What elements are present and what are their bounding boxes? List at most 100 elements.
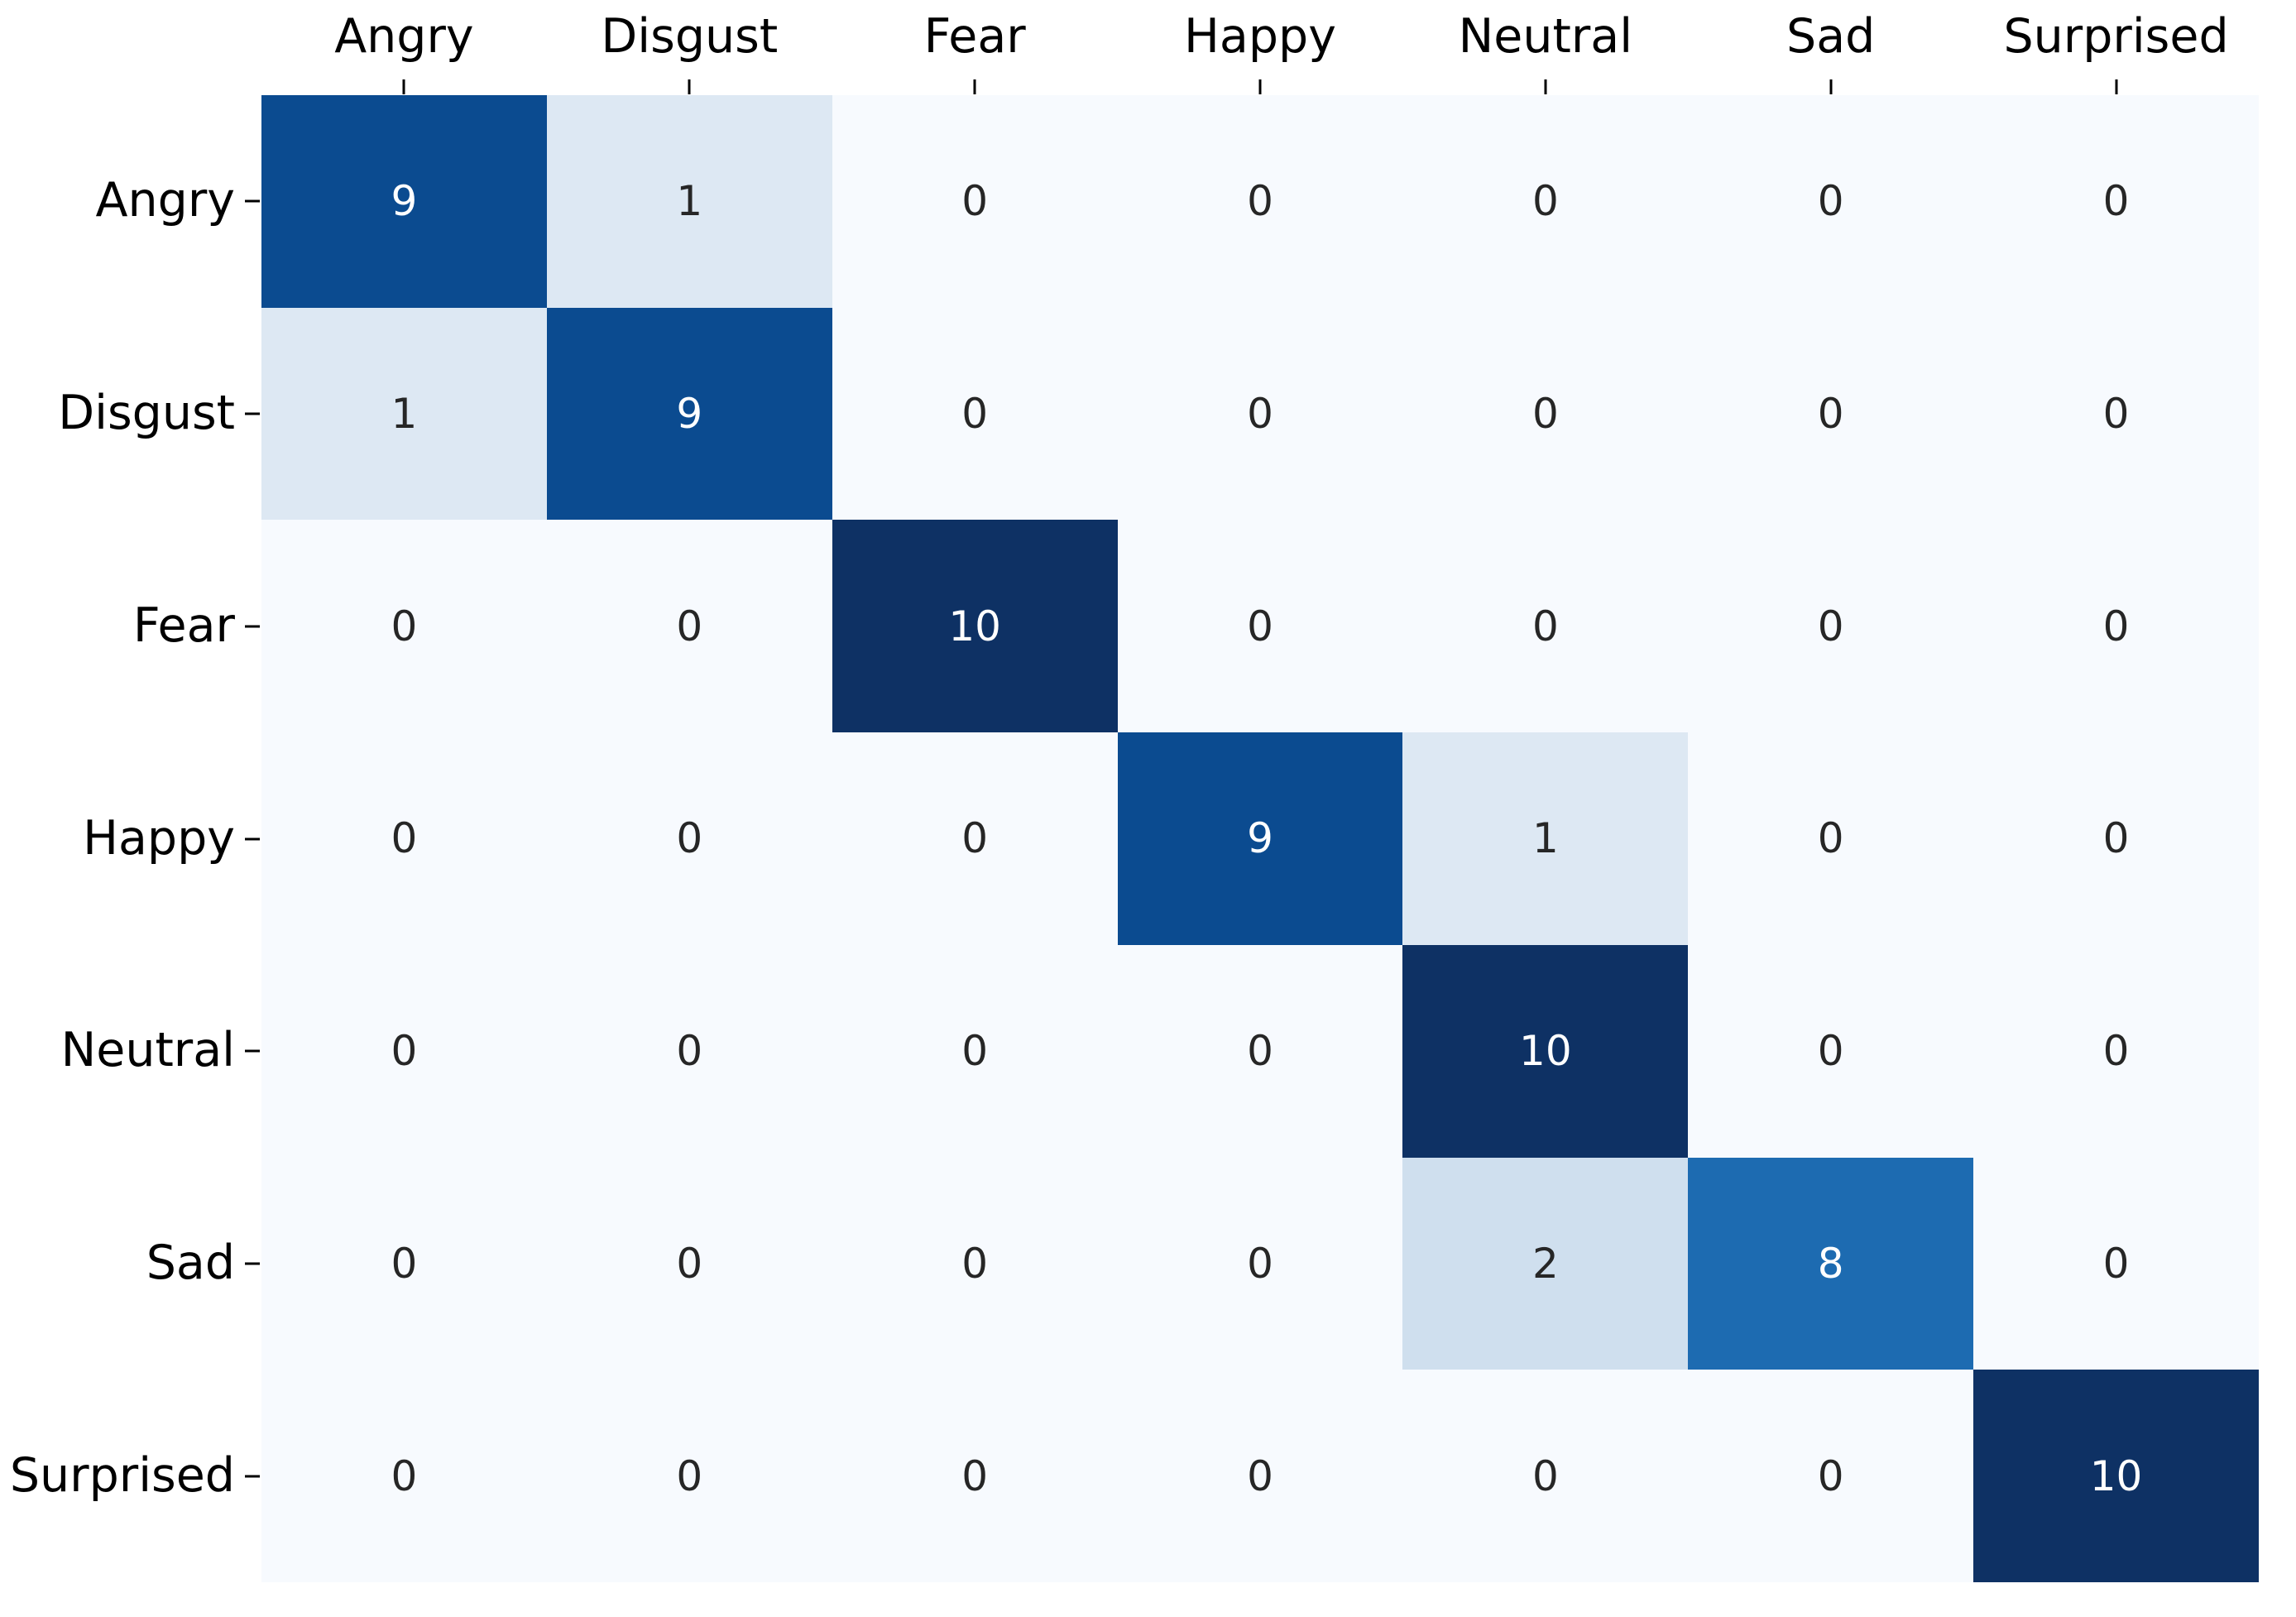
heatmap-cell-sad-angry: 0 bbox=[261, 1157, 547, 1370]
cell-value: 0 bbox=[1817, 602, 1844, 650]
x-tick-label-surprised: Surprised bbox=[2003, 9, 2229, 64]
y-tick-mark bbox=[245, 1262, 260, 1265]
y-tick-label-sad: Sad bbox=[146, 1236, 235, 1291]
cell-value: 0 bbox=[1817, 390, 1844, 439]
cell-value: 0 bbox=[676, 1451, 703, 1500]
heatmap-cell-fear-surprised: 0 bbox=[1973, 520, 2259, 733]
x-tick-label-neutral: Neutral bbox=[1458, 9, 1633, 64]
heatmap-cell-surprised-disgust: 0 bbox=[546, 1370, 832, 1582]
cell-value: 10 bbox=[2089, 1451, 2143, 1500]
heatmap-cell-neutral-surprised: 0 bbox=[1973, 944, 2259, 1158]
heatmap-cell-sad-happy: 0 bbox=[1117, 1157, 1403, 1370]
x-tick-mark bbox=[688, 79, 691, 94]
heatmap-cell-happy-angry: 0 bbox=[261, 732, 547, 945]
heatmap-cell-happy-disgust: 0 bbox=[546, 732, 832, 945]
heatmap-cell-surprised-fear: 0 bbox=[832, 1370, 1118, 1582]
heatmap-cell-fear-fear: 10 bbox=[832, 520, 1118, 733]
heatmap-cell-sad-disgust: 0 bbox=[546, 1157, 832, 1370]
y-tick-label-fear: Fear bbox=[132, 598, 235, 654]
x-tick-mark bbox=[1829, 79, 1833, 94]
cell-value: 0 bbox=[961, 814, 989, 863]
cell-value: 9 bbox=[676, 390, 703, 439]
cell-value: 8 bbox=[1817, 1239, 1844, 1288]
cell-value: 2 bbox=[1531, 1239, 1559, 1288]
heatmap-cell-surprised-angry: 0 bbox=[261, 1370, 547, 1582]
heatmap-cell-neutral-happy: 0 bbox=[1117, 944, 1403, 1158]
cell-value: 0 bbox=[1531, 390, 1559, 439]
y-tick-label-neutral: Neutral bbox=[60, 1023, 235, 1078]
heatmap-cell-disgust-fear: 0 bbox=[832, 307, 1118, 521]
cell-value: 0 bbox=[1247, 390, 1273, 439]
heatmap-cell-fear-angry: 0 bbox=[261, 520, 547, 733]
heatmap-cell-disgust-sad: 0 bbox=[1688, 307, 1974, 521]
cell-value: 0 bbox=[676, 602, 703, 650]
cell-value: 1 bbox=[391, 390, 418, 439]
heatmap-cell-fear-happy: 0 bbox=[1117, 520, 1403, 733]
cell-value: 10 bbox=[1519, 1027, 1572, 1076]
heatmap-grid: 9 1 0 0 0 0 0 1 9 0 0 0 0 0 0 0 10 0 0 0 0 0 0 0 9 1 0 0 0 0 0 0 10 0 0 0 0 0… bbox=[261, 95, 2259, 1582]
y-tick-label-disgust: Disgust bbox=[58, 386, 235, 441]
cell-value: 0 bbox=[1817, 177, 1844, 226]
heatmap-cell-surprised-happy: 0 bbox=[1117, 1370, 1403, 1582]
cell-value: 0 bbox=[961, 390, 989, 439]
y-tick-mark bbox=[245, 1049, 260, 1053]
cell-value: 0 bbox=[1247, 1451, 1273, 1500]
heatmap-cell-happy-fear: 0 bbox=[832, 732, 1118, 945]
heatmap-cell-sad-neutral: 2 bbox=[1402, 1157, 1689, 1370]
cell-value: 0 bbox=[391, 1451, 418, 1500]
heatmap-cell-sad-surprised: 0 bbox=[1973, 1157, 2259, 1370]
heatmap-cell-angry-neutral: 0 bbox=[1402, 95, 1689, 308]
cell-value: 9 bbox=[1247, 814, 1273, 863]
cell-value: 0 bbox=[1247, 1239, 1273, 1288]
heatmap-cell-neutral-disgust: 0 bbox=[546, 944, 832, 1158]
heatmap-cell-angry-angry: 9 bbox=[261, 95, 547, 308]
heatmap-cell-fear-neutral: 0 bbox=[1402, 520, 1689, 733]
cell-value: 0 bbox=[1817, 814, 1844, 863]
heatmap-cell-angry-surprised: 0 bbox=[1973, 95, 2259, 308]
cell-value: 0 bbox=[961, 177, 989, 226]
cell-value: 9 bbox=[391, 177, 418, 226]
cell-value: 0 bbox=[1817, 1027, 1844, 1076]
cell-value: 0 bbox=[2102, 1239, 2130, 1288]
cell-value: 0 bbox=[2102, 177, 2130, 226]
cell-value: 0 bbox=[2102, 390, 2130, 439]
x-tick-label-disgust: Disgust bbox=[601, 9, 779, 64]
cell-value: 0 bbox=[391, 1027, 418, 1076]
y-tick-mark bbox=[245, 625, 260, 628]
y-tick-label-surprised: Surprised bbox=[9, 1447, 235, 1503]
cell-value: 10 bbox=[948, 602, 1001, 650]
cell-value: 0 bbox=[676, 1239, 703, 1288]
x-tick-label-angry: Angry bbox=[334, 9, 474, 64]
heatmap-cell-disgust-surprised: 0 bbox=[1973, 307, 2259, 521]
cell-value: 0 bbox=[391, 1239, 418, 1288]
heatmap-cell-angry-happy: 0 bbox=[1117, 95, 1403, 308]
cell-value: 0 bbox=[2102, 602, 2130, 650]
heatmap-cell-sad-sad: 8 bbox=[1688, 1157, 1974, 1370]
x-tick-mark bbox=[1258, 79, 1262, 94]
heatmap-cell-happy-neutral: 1 bbox=[1402, 732, 1689, 945]
heatmap-cell-happy-happy: 9 bbox=[1117, 732, 1403, 945]
x-tick-label-sad: Sad bbox=[1786, 9, 1876, 64]
cell-value: 0 bbox=[961, 1027, 989, 1076]
cell-value: 0 bbox=[1531, 177, 1559, 226]
cell-value: 1 bbox=[676, 177, 703, 226]
x-tick-mark bbox=[1544, 79, 1547, 94]
x-tick-mark bbox=[973, 79, 976, 94]
heatmap-cell-sad-fear: 0 bbox=[832, 1157, 1118, 1370]
cell-value: 0 bbox=[1531, 602, 1559, 650]
y-tick-mark bbox=[245, 837, 260, 840]
cell-value: 0 bbox=[1531, 1451, 1559, 1500]
heatmap-cell-surprised-sad: 0 bbox=[1688, 1370, 1974, 1582]
heatmap-cell-fear-sad: 0 bbox=[1688, 520, 1974, 733]
y-tick-mark bbox=[245, 412, 260, 415]
cell-value: 0 bbox=[961, 1239, 989, 1288]
heatmap-cell-neutral-sad: 0 bbox=[1688, 944, 1974, 1158]
heatmap-cell-surprised-neutral: 0 bbox=[1402, 1370, 1689, 1582]
x-tick-label-fear: Fear bbox=[923, 9, 1026, 64]
y-tick-mark bbox=[245, 1475, 260, 1478]
cell-value: 0 bbox=[1247, 1027, 1273, 1076]
cell-value: 0 bbox=[1247, 177, 1273, 226]
y-tick-mark bbox=[245, 199, 260, 203]
cell-value: 0 bbox=[391, 602, 418, 650]
